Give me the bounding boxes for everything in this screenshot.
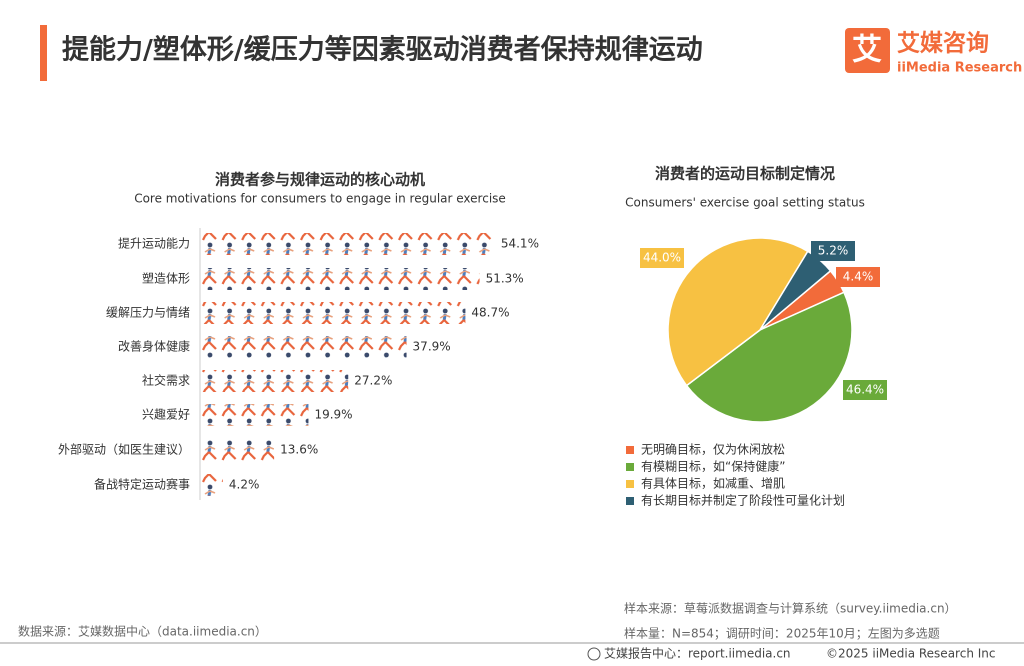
- page-title: 提能力/塑体形/缓压力等因素驱动消费者保持规律运动: [62, 34, 703, 66]
- legend-swatch: [626, 480, 634, 488]
- legend-label: 有模糊目标，如“保持健康”: [641, 459, 785, 474]
- bar: [200, 268, 480, 290]
- chart-subtitle: Consumers' exercise goal setting status: [625, 196, 865, 210]
- bar: [200, 302, 466, 324]
- label-box: [836, 267, 880, 287]
- legend-label: 有具体目标，如减重、增肌: [641, 476, 785, 491]
- category-label: 备战特定运动赛事: [94, 477, 190, 492]
- value-label: 4.2%: [229, 478, 260, 492]
- value-label: 19.9%: [314, 408, 352, 422]
- chart-subtitle: Core motivations for consumers to engage…: [134, 192, 506, 206]
- legend-label: 无明确目标，仅为休闲放松: [641, 442, 785, 457]
- copyright: ©2025 iiMedia Research Inc: [826, 647, 995, 661]
- value-label: 51.3%: [486, 272, 524, 286]
- category-label: 兴趣爱好: [142, 407, 190, 422]
- pie-slice: [685, 291, 853, 423]
- bar: [200, 404, 309, 426]
- bar: [200, 336, 407, 358]
- category-label: 外部驱动（如医生建议）: [58, 442, 190, 457]
- label-box: [843, 380, 887, 400]
- globe-icon: [587, 647, 601, 661]
- logo-name: 艾媒咨询: [897, 30, 989, 57]
- pie-slice: [667, 237, 809, 387]
- legend-swatch: [626, 446, 634, 454]
- value-label: 13.6%: [280, 443, 318, 457]
- legend-swatch: [626, 463, 634, 471]
- bar: [200, 439, 275, 461]
- bar: [200, 370, 349, 392]
- title-accent: [40, 25, 47, 81]
- value-label: 44.0%: [643, 251, 681, 265]
- value-label: 27.2%: [354, 374, 392, 388]
- value-label: 4.4%: [843, 270, 874, 284]
- sample-source: 样本来源：草莓派数据调查与计算系统（survey.iimedia.cn）: [624, 601, 957, 616]
- source: 数据来源：艾媒数据中心（data.iimedia.cn）: [18, 624, 267, 639]
- sample-size: 样本量：N=854；调研时间：2025年10月；左图为多选题: [624, 626, 940, 641]
- logo-icon: 艾: [852, 33, 882, 68]
- value-label: 5.2%: [818, 244, 849, 258]
- value-label: 37.9%: [413, 340, 451, 354]
- report-site: 艾媒报告中心：report.iimedia.cn: [604, 646, 791, 661]
- category-label: 塑造体形: [142, 271, 190, 286]
- category-label: 社交需求: [142, 373, 190, 388]
- logo-box: [845, 28, 890, 73]
- category-label: 缓解压力与情绪: [106, 306, 190, 320]
- logo-en: iiMedia Research: [897, 61, 1022, 76]
- label-box: [640, 248, 684, 268]
- legend-label: 有长期目标并制定了阶段性可量化计划: [641, 493, 845, 508]
- label-box: [811, 241, 855, 261]
- chart-title: 消费者参与规律运动的核心动机: [215, 171, 425, 189]
- bar: [200, 233, 495, 255]
- category-label: 改善身体健康: [118, 339, 190, 354]
- value-label: 48.7%: [471, 306, 509, 320]
- bar: [200, 474, 223, 496]
- category-label: 提升运动能力: [118, 236, 190, 251]
- chart-title: 消费者的运动目标制定情况: [655, 165, 835, 183]
- value-label: 46.4%: [846, 383, 884, 397]
- value-label: 54.1%: [501, 237, 539, 251]
- legend-swatch: [626, 497, 634, 505]
